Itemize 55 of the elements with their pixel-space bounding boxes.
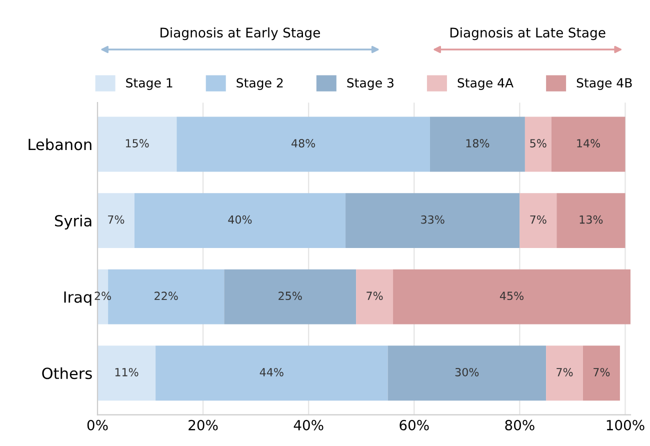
bar bbox=[346, 193, 520, 248]
text: Diagnosis at Late Stage bbox=[450, 27, 606, 40]
bar bbox=[546, 346, 584, 401]
data-label: 33% bbox=[421, 215, 444, 224]
data-label: 25% bbox=[278, 292, 302, 300]
data-label: 7% bbox=[366, 292, 383, 300]
data-label: 13% bbox=[580, 215, 603, 224]
data-label: 5% bbox=[530, 139, 546, 148]
text: Diagnosis at Early Stage bbox=[160, 27, 320, 40]
bar bbox=[134, 193, 346, 248]
data-label: 45% bbox=[500, 292, 524, 300]
bar bbox=[556, 193, 626, 248]
legend-label: Stage 1 bbox=[126, 78, 172, 90]
legend-label: Stage 2 bbox=[236, 78, 283, 90]
bar bbox=[430, 116, 525, 172]
data-label: 44% bbox=[260, 368, 284, 376]
data-label: 40% bbox=[228, 215, 252, 224]
bar bbox=[524, 116, 552, 172]
data-label: 30% bbox=[455, 368, 479, 376]
legend-label: Stage 4B bbox=[576, 78, 632, 90]
x-tick-label: 100% bbox=[606, 420, 644, 430]
bar bbox=[551, 116, 626, 172]
data-label: 11% bbox=[115, 368, 138, 376]
bar bbox=[224, 269, 356, 324]
data-label: 14% bbox=[577, 139, 600, 148]
y-tick-label: Others bbox=[42, 367, 92, 380]
bar bbox=[583, 346, 620, 401]
y-tick-label: Syria bbox=[55, 214, 92, 230]
data-label: 2% bbox=[94, 292, 111, 300]
data-label: 7% bbox=[594, 368, 610, 376]
bar bbox=[98, 346, 156, 401]
data-label: 7% bbox=[530, 215, 546, 224]
bar bbox=[520, 193, 557, 248]
data-label: 48% bbox=[292, 139, 316, 148]
data-label: 7% bbox=[556, 368, 573, 376]
legend-label: Stage 3 bbox=[347, 78, 394, 90]
y-tick-label: Lebanon bbox=[28, 138, 92, 150]
bar bbox=[356, 269, 394, 324]
data-label: 22% bbox=[154, 292, 178, 300]
data-label: 7% bbox=[108, 215, 124, 224]
bar bbox=[98, 193, 134, 248]
y-tick-label: Iraq bbox=[64, 291, 92, 306]
bar bbox=[388, 346, 546, 401]
x-tick-label: 40% bbox=[294, 420, 324, 430]
data-label: 15% bbox=[126, 139, 149, 148]
x-tick-label: 0% bbox=[87, 420, 108, 430]
x-tick-label: 60% bbox=[400, 420, 429, 430]
legend-label: Stage 4A bbox=[458, 78, 514, 90]
x-tick-label: 80% bbox=[505, 420, 534, 430]
x-tick-label: 20% bbox=[188, 420, 218, 430]
bar bbox=[156, 346, 388, 401]
bar bbox=[393, 269, 630, 324]
bar bbox=[98, 116, 177, 172]
data-label: 18% bbox=[466, 139, 490, 148]
bar bbox=[176, 116, 430, 172]
